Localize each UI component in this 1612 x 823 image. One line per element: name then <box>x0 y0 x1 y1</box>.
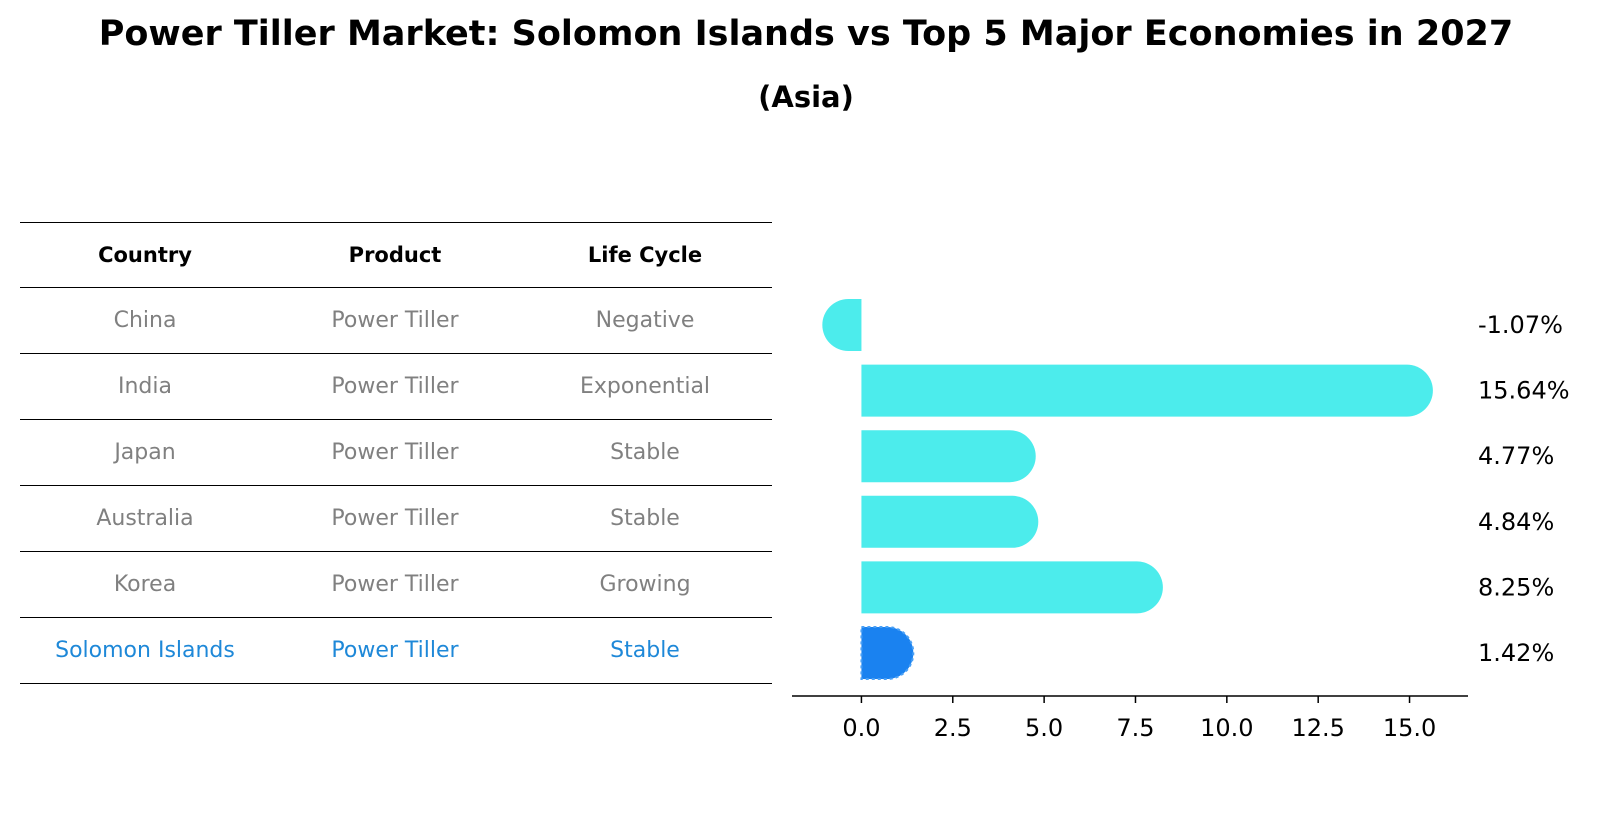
table-row: India Power Tiller Exponential <box>20 354 772 420</box>
bar-china <box>822 299 862 351</box>
cell-life-cycle: Stable <box>610 638 680 663</box>
cell-product: Power Tiller <box>331 638 459 663</box>
cell-life-cycle: Stable <box>610 506 680 531</box>
bar-solomon-islands <box>860 626 915 680</box>
bar-value-label: 4.77% <box>1478 442 1554 470</box>
header-product: Product <box>348 243 442 267</box>
x-tick-label: 15.0 <box>1383 714 1436 742</box>
cell-life-cycle: Exponential <box>579 374 711 399</box>
bar-value-label: 8.25% <box>1478 573 1554 601</box>
bar-value-label: 15.64% <box>1478 377 1570 405</box>
cell-product: Power Tiller <box>331 374 459 399</box>
cell-country: China <box>113 308 177 333</box>
bar-value-label: 1.42% <box>1478 639 1554 667</box>
x-tick-label: 5.0 <box>1025 714 1063 742</box>
cell-life-cycle: Growing <box>599 572 691 597</box>
cell-product: Power Tiller <box>331 572 459 597</box>
cell-country: Korea <box>113 572 177 597</box>
cell-country: Japan <box>114 440 176 465</box>
chart-title: Power Tiller Market: Solomon Islands vs … <box>98 14 1514 54</box>
header-life-cycle: Life Cycle <box>587 243 703 267</box>
table-row: China Power Tiller Negative <box>20 288 772 354</box>
cell-country: Solomon Islands <box>55 638 235 663</box>
cell-product: Power Tiller <box>331 506 459 531</box>
bar-india <box>861 364 1433 417</box>
table-header-row: Country Product Life Cycle <box>20 222 772 288</box>
bar-australia <box>861 495 1039 548</box>
table-row: Japan Power Tiller Stable <box>20 420 772 486</box>
bar-value-label: -1.07% <box>1478 311 1563 339</box>
table-row: Korea Power Tiller Growing <box>20 552 772 618</box>
cell-country: Australia <box>96 506 194 531</box>
x-tick-label: 12.5 <box>1291 714 1344 742</box>
table-row: Australia Power Tiller Stable <box>20 486 772 552</box>
header-country: Country <box>98 243 192 267</box>
cell-product: Power Tiller <box>331 440 459 465</box>
data-table: Country Product Life Cycle China Power T… <box>20 222 772 684</box>
cell-country: India <box>118 374 172 399</box>
x-tick-label: 7.5 <box>1116 714 1154 742</box>
bar-korea <box>861 561 1163 614</box>
x-tick-label: 10.0 <box>1200 714 1253 742</box>
cell-product: Power Tiller <box>331 308 459 333</box>
bar-value-label: 4.84% <box>1478 508 1554 536</box>
cell-life-cycle: Stable <box>610 440 680 465</box>
cell-life-cycle: Negative <box>595 308 695 333</box>
chart-subtitle: (Asia) <box>758 80 854 114</box>
x-tick-label: 0.0 <box>842 714 880 742</box>
x-tick-label: 2.5 <box>934 714 972 742</box>
bar-japan <box>861 430 1036 483</box>
table-row-highlight: Solomon Islands Power Tiller Stable <box>20 618 772 684</box>
